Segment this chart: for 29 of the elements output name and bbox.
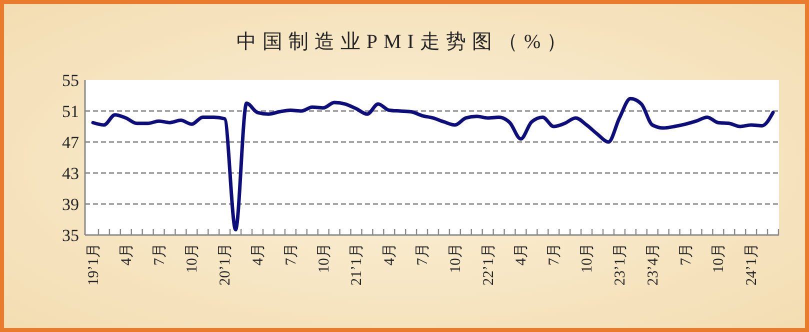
x-tick-label: 10月 [448,243,464,273]
y-tick-label: 35 [62,226,79,245]
x-tick-label: 19’1月 [86,243,102,286]
y-tick-label: 47 [62,133,80,152]
y-tick-label: 43 [62,164,79,183]
x-tick-label: 7月 [415,243,432,266]
x-tick-label: 7月 [283,243,300,266]
x-tick-label: 4月 [118,243,135,266]
x-tick-label: 7月 [546,243,563,266]
x-tick-label: 23’4月 [645,243,662,286]
x-tick-label: 7月 [152,243,168,266]
x-tick-label: 22’1月 [480,243,497,286]
line-series [91,96,775,232]
x-tick-label: 23’1月 [612,243,628,286]
y-tick-label: 39 [62,195,79,214]
x-tick-label: 24’1月 [744,243,760,286]
x-tick-label: 4月 [250,243,267,266]
x-tick-label: 10月 [580,243,596,273]
chart-title: 中国制造业PMI走势图（%） [236,31,573,53]
x-tick-label: 7月 [678,243,694,266]
y-tick-label: 51 [62,102,79,121]
x-tick-label: 4月 [382,243,398,266]
x-tick-label: 10月 [184,243,201,273]
x-tick-label: 20’1月 [218,243,234,286]
x-tick-label: 10月 [316,243,332,273]
y-tick-label: 55 [62,71,79,90]
x-tick-label: 21’1月 [349,243,366,286]
x-tick-label: 10月 [711,243,728,273]
x-tick-label: 4月 [514,243,530,266]
